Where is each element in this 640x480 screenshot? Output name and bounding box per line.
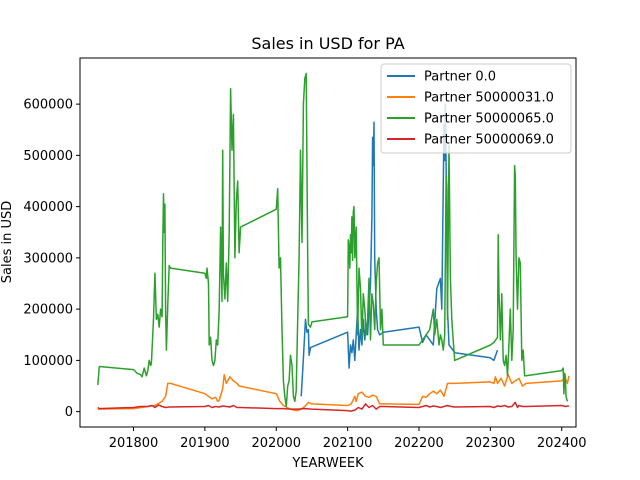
x-tick-label-0: 201800: [109, 436, 159, 451]
x-tick-label-5: 202300: [466, 436, 516, 451]
legend-label-1: Partner 50000031.0: [424, 91, 554, 106]
y-tick-label-3: 300000: [23, 251, 73, 266]
legend-label-0: Partner 0.0: [424, 70, 496, 85]
legend-box: [380, 63, 572, 154]
series-line-1: [97, 373, 570, 412]
y-tick-label-4: 400000: [23, 200, 73, 215]
legend: Partner 0.0 Partner 50000031.0 Partner 500…: [380, 63, 572, 154]
chart-title: Sales in USD for PA: [251, 34, 404, 53]
x-tick-label-2: 202000: [251, 436, 301, 451]
y-axis-title: Sales in USD: [0, 201, 15, 284]
y-tick-label-2: 200000: [23, 303, 73, 318]
x-tick-label-6: 202400: [537, 436, 587, 451]
x-tick-label-1: 201900: [180, 436, 230, 451]
x-tick-label-4: 202200: [394, 436, 444, 451]
y-tick-label-5: 500000: [23, 149, 73, 164]
x-axis-title: YEARWEEK: [291, 456, 364, 471]
y-axis-ticks: 0 100000 200000 300000 400000 500000 600000: [23, 98, 80, 420]
legend-label-2: Partner 50000065.0: [424, 112, 554, 127]
plot-area-frame: [79, 57, 577, 428]
x-tick-label-3: 202100: [323, 436, 373, 451]
y-tick-label-0: 0: [65, 405, 73, 420]
series-line-2: [97, 72, 569, 408]
legend-label-3: Partner 50000069.0: [424, 133, 554, 148]
x-axis-ticks: 201800 201900 202000 202100 202200 202300 2024…: [109, 427, 587, 451]
series-line-3: [97, 401, 570, 412]
y-tick-label-6: 600000: [23, 98, 73, 113]
y-tick-label-1: 100000: [23, 354, 73, 369]
